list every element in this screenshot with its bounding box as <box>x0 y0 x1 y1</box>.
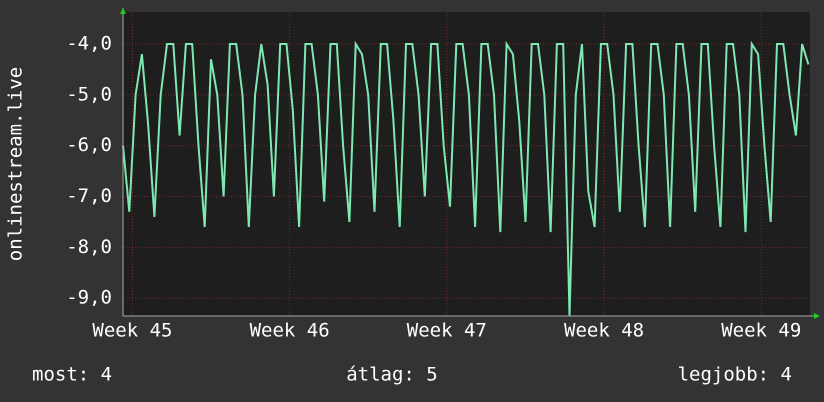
footer-best: legjobb: 4 <box>678 364 792 386</box>
footer-now: most: 4 <box>32 364 112 386</box>
marks <box>122 40 810 317</box>
y-tick-label: -5,0 <box>66 83 112 105</box>
y-tick-label: -6,0 <box>66 134 112 156</box>
y-tick-label: -4,0 <box>66 33 112 55</box>
plot-area <box>123 12 810 316</box>
y-tick-label: -8,0 <box>66 236 112 258</box>
x-tick-label: Week 46 <box>250 320 330 342</box>
x-arrow <box>814 313 820 319</box>
x-tick-label: Week 47 <box>407 320 487 342</box>
data-line <box>122 40 810 317</box>
footer-average: átlag: 5 <box>346 364 438 386</box>
y-arrow <box>120 8 126 14</box>
grid <box>123 12 810 316</box>
y-tick-label: -7,0 <box>66 185 112 207</box>
x-tick-label: Week 49 <box>721 320 801 342</box>
x-tick-label: Week 48 <box>564 320 644 342</box>
x-tick-label: Week 45 <box>92 320 172 342</box>
y-tick-label: -9,0 <box>66 287 112 309</box>
y-axis-label: onlinestream.live <box>5 67 27 261</box>
